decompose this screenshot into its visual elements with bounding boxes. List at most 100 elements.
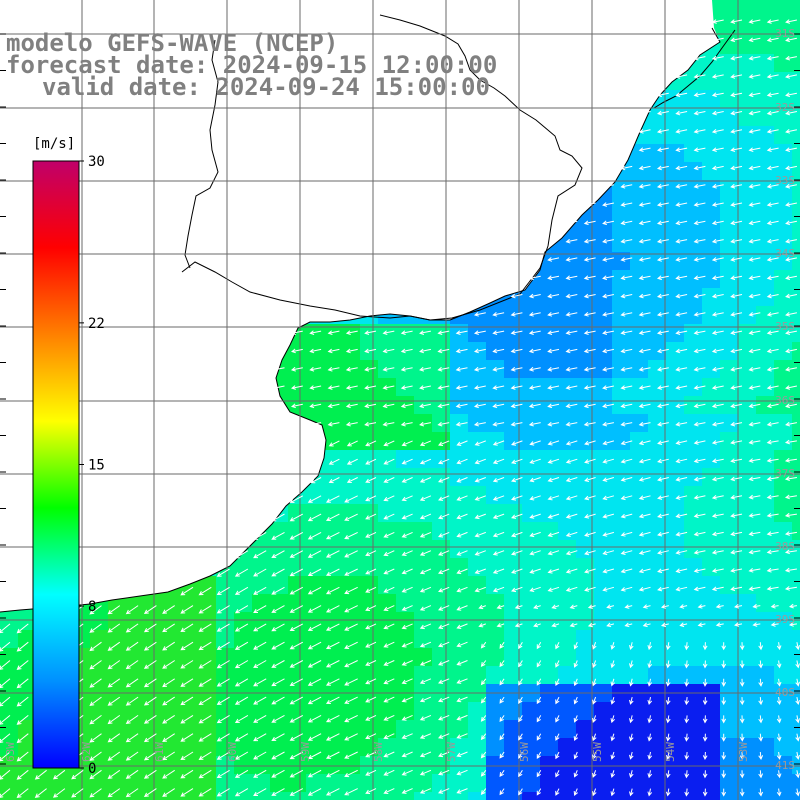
wind-arrow <box>474 458 486 465</box>
wind-speed-cell <box>234 558 252 576</box>
wind-arrow <box>785 55 797 61</box>
map-title: modelo GEFS-WAVE (NCEP) forecast date: 2… <box>6 29 497 101</box>
wind-arrow <box>693 55 706 61</box>
wind-speed-cell <box>756 648 774 666</box>
wind-arrow <box>272 366 285 372</box>
wind-speed-cell <box>666 486 684 504</box>
wind-arrow <box>657 495 669 500</box>
wind-arrow <box>309 366 322 372</box>
wind-speed-cell <box>612 576 630 594</box>
wind-speed-cell <box>666 288 684 306</box>
wind-speed-cell <box>450 774 468 792</box>
wind-speed-cell <box>684 414 702 432</box>
wind-arrow <box>499 770 505 777</box>
wind-arrow <box>474 495 486 501</box>
wind-speed-cell <box>720 180 738 198</box>
wind-speed-cell <box>378 414 396 432</box>
wind-arrow <box>510 293 523 299</box>
wind-speed-cell <box>396 432 414 450</box>
wind-arrow <box>180 660 194 669</box>
wind-arrow <box>518 751 523 759</box>
wind-speed-cell <box>684 738 702 756</box>
wind-speed-cell <box>666 792 684 800</box>
wind-arrow <box>730 202 743 207</box>
wind-arrow <box>89 769 102 780</box>
wind-speed-cell <box>306 594 324 612</box>
wind-arrow <box>711 275 724 281</box>
wind-arrow <box>401 477 413 483</box>
wind-speed-cell <box>540 756 558 774</box>
wind-speed-cell <box>360 720 378 738</box>
wind-speed-cell <box>612 630 630 648</box>
wind-arrow <box>492 477 505 483</box>
wind-arrow <box>456 605 468 611</box>
wind-speed-cell <box>342 522 360 540</box>
wind-arrow <box>492 385 505 390</box>
wind-arrow <box>307 531 322 540</box>
wind-arrow <box>730 275 743 281</box>
wind-speed-cell <box>108 612 126 630</box>
wind-arrow <box>758 788 764 797</box>
wind-speed-cell <box>792 108 800 126</box>
wind-arrow <box>345 403 358 409</box>
wind-arrow <box>730 421 743 427</box>
wind-arrow <box>307 568 322 576</box>
wind-arrow <box>675 74 688 79</box>
wind-speed-cell <box>108 774 126 792</box>
wind-arrow <box>620 586 633 592</box>
wind-arrow <box>752 622 761 627</box>
wind-speed-cell <box>630 324 648 342</box>
wind-arrow <box>675 220 688 226</box>
wind-speed-cell <box>396 378 414 396</box>
wind-arrow <box>162 641 175 651</box>
wind-speed-cell <box>684 342 702 360</box>
wind-speed-cell <box>234 576 252 594</box>
wind-speed-cell <box>612 774 630 792</box>
wind-arrow <box>344 531 358 540</box>
wind-speed-cell <box>378 738 396 756</box>
wind-speed-cell <box>126 612 144 630</box>
wind-arrow <box>216 751 230 760</box>
wind-speed-cell <box>324 324 342 342</box>
wind-arrow <box>271 550 285 559</box>
wind-speed-cell <box>90 666 108 684</box>
wind-arrow <box>748 385 761 390</box>
wind-speed-cell <box>450 792 468 800</box>
wind-arrow <box>730 366 743 372</box>
wind-speed-cell <box>108 630 126 648</box>
wind-arrow <box>638 495 651 500</box>
wind-speed-cell <box>630 630 648 648</box>
wind-speed-cell <box>756 72 774 90</box>
wind-speed-cell <box>486 594 504 612</box>
wind-speed-cell <box>18 720 36 738</box>
wind-speed-cell <box>54 792 72 800</box>
wind-speed-cell <box>252 720 270 738</box>
wind-arrow <box>419 458 432 465</box>
wind-arrow <box>234 733 249 742</box>
wind-arrow <box>271 623 285 632</box>
wind-arrow <box>711 476 724 482</box>
wind-arrow <box>309 348 322 354</box>
wind-arrow <box>555 715 560 723</box>
wind-speed-cell <box>180 702 198 720</box>
wind-arrow <box>565 238 578 244</box>
wind-arrow <box>518 641 523 650</box>
wind-speed-cell <box>342 432 360 450</box>
wind-arrow <box>474 568 486 574</box>
wind-arrow <box>657 458 669 464</box>
wind-arrow <box>456 586 468 593</box>
wind-speed-cell <box>612 414 630 432</box>
wind-speed-cell <box>162 792 180 800</box>
wind-speed-cell <box>180 756 198 774</box>
wind-arrow <box>715 622 724 627</box>
wind-arrow <box>788 622 797 627</box>
wind-arrow <box>307 678 322 686</box>
wind-arrow <box>656 238 669 244</box>
wind-arrow <box>401 513 413 520</box>
wind-arrow <box>327 366 340 372</box>
wind-speed-cell <box>270 558 288 576</box>
wind-speed-cell <box>216 720 234 738</box>
wind-speed-cell <box>702 414 720 432</box>
wind-speed-cell <box>108 648 126 666</box>
wind-arrow <box>675 110 688 116</box>
